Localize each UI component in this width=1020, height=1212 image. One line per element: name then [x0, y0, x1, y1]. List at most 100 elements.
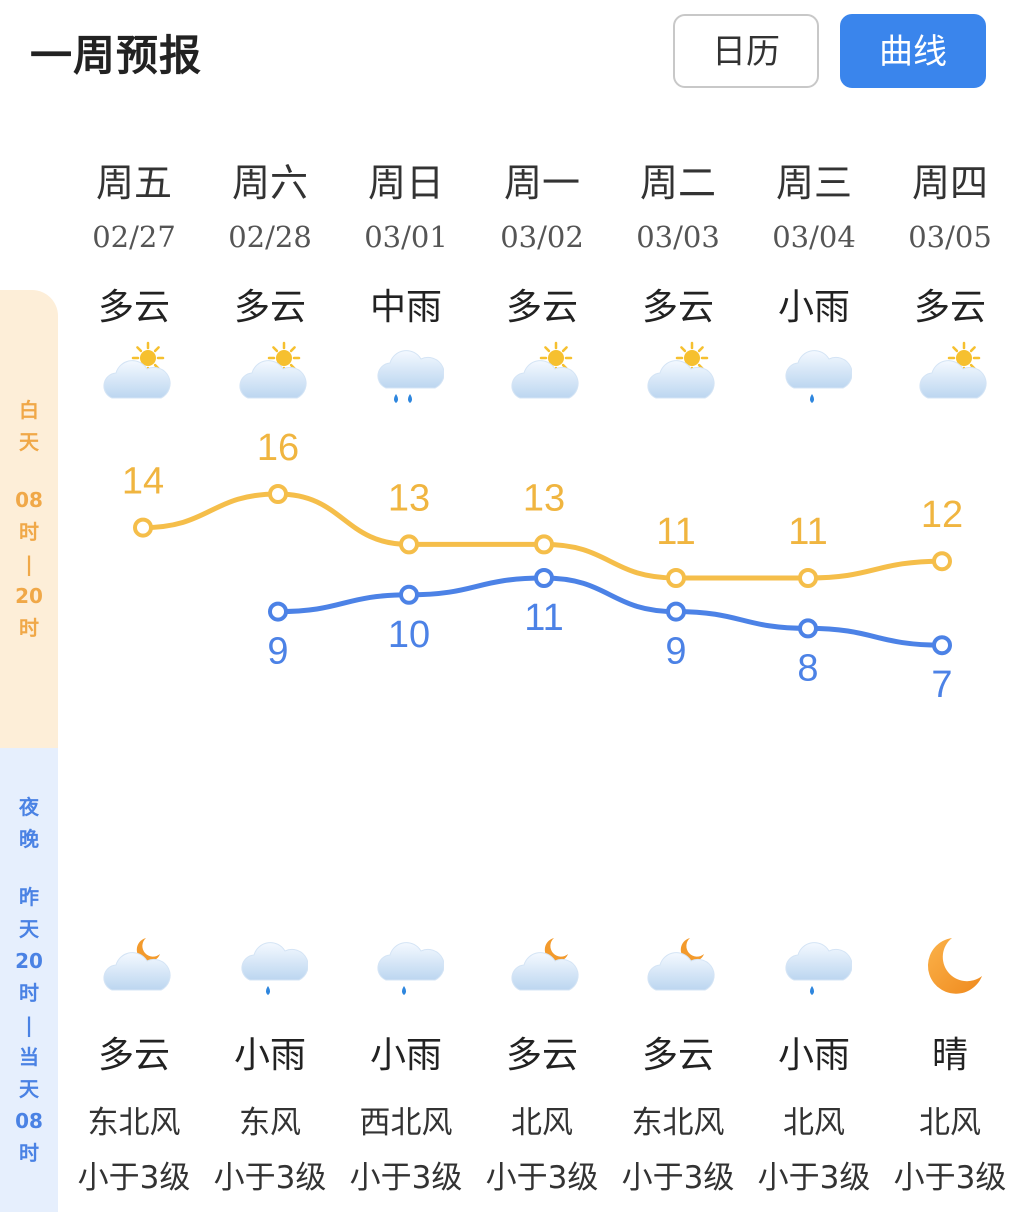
side-label-char: 天 — [19, 430, 39, 454]
date-label: 03/02 — [500, 220, 584, 254]
low-temp-label: 9 — [665, 631, 686, 673]
wind-direction-label: 东风 — [239, 1105, 301, 1141]
high-temp-label: 12 — [921, 494, 963, 536]
high-temp-label: 11 — [656, 511, 695, 553]
night-weather-label: 小雨 — [369, 1035, 442, 1076]
weekday-label: 周二 — [639, 161, 716, 205]
side-label-char: 20 — [15, 584, 43, 608]
side-label-char: 白 — [19, 398, 39, 422]
low-temp-label: 9 — [267, 631, 288, 673]
side-label-char: 天 — [19, 1077, 39, 1101]
page-title: 一周预报 — [30, 31, 203, 80]
side-label-char: 时 — [19, 616, 39, 640]
high-temp-label: 13 — [388, 477, 430, 519]
partly-cloudy-day-icon — [66, 340, 202, 420]
daytime-side-label: 白天 08 时 | 20 时 — [0, 290, 58, 748]
wind-direction-label: 北风 — [919, 1105, 981, 1141]
side-label-char: 当 — [19, 1045, 39, 1069]
night-weather-label: 多云 — [641, 1035, 714, 1076]
side-label-char: 时 — [19, 981, 39, 1005]
weekday-label: 周三 — [775, 161, 852, 205]
light-rain-icon — [202, 932, 338, 1012]
high-temp-point — [534, 534, 554, 555]
side-label-char: 时 — [19, 1141, 39, 1165]
high-temp-point — [932, 551, 952, 572]
side-label-char: 08 — [15, 488, 43, 512]
night-weather-label: 小雨 — [777, 1035, 850, 1076]
low-temp-label: 10 — [388, 614, 430, 656]
high-temp-point — [133, 517, 153, 538]
day-weather-label: 中雨 — [369, 287, 442, 328]
high-temp-label: 16 — [257, 427, 299, 469]
night-weather-label: 小雨 — [233, 1035, 306, 1076]
weekday-label: 周一 — [503, 161, 580, 205]
low-temp-label: 8 — [797, 647, 818, 689]
partly-cloudy-night-icon — [610, 932, 746, 1012]
day-weather-label: 多云 — [97, 287, 170, 328]
weekday-label: 周六 — [231, 161, 308, 205]
partly-cloudy-night-icon — [474, 932, 610, 1012]
low-temp-point — [932, 635, 952, 656]
calendar-view-button[interactable]: 日历 — [673, 14, 819, 88]
high-temp-label: 11 — [788, 511, 827, 553]
side-label-char: 时 — [19, 520, 39, 544]
date-label: 03/03 — [636, 220, 720, 254]
low-temp-point — [666, 601, 686, 622]
side-label-char: 昨 — [19, 885, 39, 909]
partly-cloudy-day-icon — [610, 340, 746, 420]
curve-view-button[interactable]: 曲线 — [840, 14, 986, 88]
day-weather-label: 小雨 — [777, 287, 850, 328]
day-weather-label: 多云 — [505, 287, 578, 328]
partly-cloudy-night-icon — [66, 932, 202, 1012]
side-label-char: 夜 — [19, 795, 39, 819]
low-temp-point — [268, 601, 288, 622]
night-side-label: 夜晚昨天 20 时 | 当天 08 时 — [0, 748, 58, 1212]
high-temp-point — [798, 568, 818, 588]
side-label-char: 天 — [19, 917, 39, 941]
partly-cloudy-day-icon — [882, 340, 1018, 420]
low-temp-label: 11 — [524, 597, 563, 639]
partly-cloudy-day-icon — [474, 340, 610, 420]
night-weather-label: 多云 — [505, 1035, 578, 1076]
moderate-rain-icon — [338, 340, 474, 420]
side-label-char: 晚 — [19, 827, 39, 851]
light-rain-icon — [338, 932, 474, 1012]
wind-direction-label: 东北风 — [87, 1105, 181, 1141]
side-label-char: | — [25, 1013, 33, 1037]
side-label-char: | — [25, 552, 33, 576]
wind-direction-label: 东北风 — [631, 1105, 725, 1141]
partly-cloudy-day-icon — [202, 340, 338, 420]
night-weather-label: 晴 — [931, 1035, 968, 1076]
day-weather-label: 多云 — [913, 287, 986, 328]
side-label-char: 20 — [15, 949, 43, 973]
night-weather-label: 多云 — [97, 1035, 170, 1076]
wind-level-label: 小于3级 — [757, 1160, 871, 1196]
wind-level-label: 小于3级 — [893, 1160, 1007, 1196]
wind-level-label: 小于3级 — [213, 1160, 327, 1196]
date-label: 03/01 — [364, 220, 448, 254]
wind-level-label: 小于3级 — [485, 1160, 599, 1196]
wind-level-label: 小于3级 — [77, 1160, 191, 1196]
low-temp-point — [399, 584, 419, 605]
high-temp-point — [268, 484, 288, 504]
wind-direction-label: 西北风 — [359, 1105, 453, 1141]
low-temp-line — [277, 575, 943, 648]
low-temp-label: 7 — [931, 664, 952, 706]
high-temp-point — [399, 534, 419, 555]
side-label-char: 08 — [15, 1109, 43, 1133]
weekday-label: 周四 — [911, 161, 988, 205]
high-temp-label: 14 — [122, 461, 164, 503]
weekday-label: 周五 — [95, 161, 172, 205]
wind-level-label: 小于3级 — [621, 1160, 735, 1196]
high-temp-point — [666, 568, 686, 588]
date-label: 03/04 — [772, 220, 856, 254]
date-label: 02/27 — [92, 220, 176, 254]
low-temp-point — [534, 568, 554, 588]
low-temp-point — [798, 618, 818, 639]
light-rain-icon — [746, 340, 882, 420]
high-temp-label: 13 — [523, 477, 565, 519]
weekday-label: 周日 — [367, 161, 444, 205]
date-label: 02/28 — [228, 220, 312, 254]
wind-direction-label: 北风 — [511, 1105, 573, 1141]
